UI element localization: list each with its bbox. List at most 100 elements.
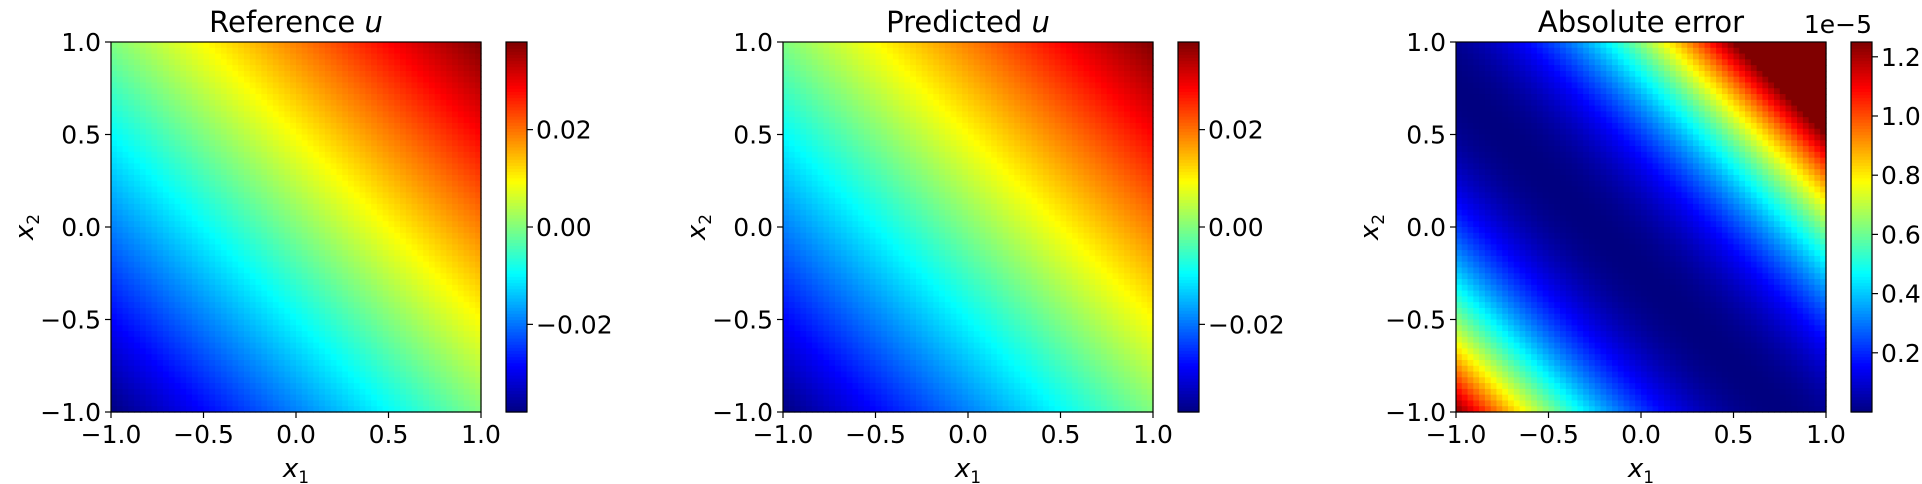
heatmap-cell bbox=[365, 342, 372, 350]
heatmap-cell bbox=[411, 331, 419, 338]
heatmap-cell bbox=[388, 383, 395, 390]
heatmap-cell bbox=[296, 157, 303, 165]
heatmap-cell bbox=[811, 157, 819, 165]
heatmap-cell bbox=[829, 203, 836, 211]
heatmap-cell bbox=[800, 365, 807, 373]
heatmap-cell bbox=[111, 151, 118, 159]
heatmap-cell bbox=[446, 227, 453, 234]
heatmap-cell bbox=[428, 342, 436, 350]
heatmap-cell bbox=[296, 255, 303, 263]
heatmap-cell bbox=[835, 82, 842, 89]
heatmap-cell bbox=[365, 209, 372, 217]
heatmap-cell bbox=[423, 99, 430, 107]
heatmap-cell bbox=[116, 284, 124, 292]
heatmap-cell bbox=[163, 65, 170, 72]
heatmap-cell bbox=[400, 169, 407, 176]
heatmap-cell bbox=[811, 255, 819, 263]
heatmap-cell bbox=[278, 388, 286, 396]
heatmap-cell bbox=[365, 186, 372, 193]
heatmap-cell bbox=[400, 209, 407, 217]
heatmap-cell bbox=[806, 238, 813, 245]
heatmap-cell bbox=[122, 302, 129, 309]
colorbar-segment bbox=[506, 220, 527, 225]
heatmap-cell bbox=[336, 307, 343, 315]
heatmap-cell bbox=[111, 406, 118, 413]
heatmap-cell bbox=[191, 238, 199, 245]
heatmap-cell bbox=[336, 53, 343, 60]
heatmap-cell bbox=[243, 284, 251, 292]
heatmap-cell bbox=[353, 331, 361, 338]
heatmap-cell bbox=[163, 174, 170, 182]
heatmap-cell bbox=[400, 198, 407, 205]
heatmap-cell bbox=[823, 186, 830, 193]
heatmap-cell bbox=[226, 331, 234, 338]
heatmap-cell bbox=[151, 146, 158, 153]
heatmap-cell bbox=[238, 319, 245, 326]
colorbar-segment bbox=[506, 69, 527, 74]
heatmap-cell bbox=[203, 383, 210, 390]
heatmap-cell bbox=[411, 82, 419, 89]
heatmap-cell bbox=[469, 319, 476, 326]
heatmap-cell bbox=[163, 42, 170, 49]
heatmap-cell bbox=[324, 76, 332, 84]
heatmap-cell bbox=[238, 284, 245, 292]
heatmap-cell bbox=[440, 53, 447, 60]
heatmap-cell bbox=[174, 227, 181, 234]
heatmap-cell bbox=[475, 354, 482, 361]
heatmap-cell bbox=[336, 128, 343, 136]
heatmap-cell bbox=[157, 42, 164, 49]
heatmap-cell bbox=[423, 47, 430, 55]
heatmap-cell bbox=[301, 383, 309, 390]
heatmap-cell bbox=[417, 261, 424, 269]
heatmap-cell bbox=[428, 122, 436, 130]
heatmap-cell bbox=[783, 388, 790, 396]
heatmap-cell bbox=[463, 307, 471, 315]
heatmap-cell bbox=[180, 105, 187, 112]
heatmap-cell bbox=[243, 290, 251, 297]
heatmap-cell bbox=[301, 157, 309, 165]
heatmap-cell bbox=[783, 94, 790, 101]
heatmap-cell bbox=[423, 174, 430, 182]
heatmap-cell bbox=[307, 319, 314, 326]
heatmap-cell bbox=[191, 319, 199, 326]
heatmap-cell bbox=[226, 267, 234, 274]
heatmap-cell bbox=[336, 250, 343, 257]
heatmap-cell bbox=[417, 406, 424, 413]
heatmap-cell bbox=[249, 267, 257, 274]
heatmap-cell bbox=[806, 273, 813, 280]
heatmap-cell bbox=[163, 192, 170, 199]
heatmap-cell bbox=[394, 244, 401, 251]
heatmap-cell bbox=[134, 307, 141, 315]
heatmap-cell bbox=[215, 284, 222, 292]
heatmap-cell bbox=[232, 76, 239, 84]
heatmap-cell bbox=[829, 76, 836, 84]
heatmap-cell bbox=[191, 198, 199, 205]
heatmap-cell bbox=[376, 105, 384, 112]
heatmap-cell bbox=[405, 117, 413, 124]
heatmap-cell bbox=[783, 105, 790, 112]
heatmap-cell bbox=[371, 255, 378, 263]
heatmap-cell bbox=[434, 99, 442, 107]
colorbar-segment bbox=[506, 254, 527, 259]
heatmap-cell bbox=[232, 261, 239, 269]
heatmap-cell bbox=[806, 267, 813, 274]
heatmap-cell bbox=[290, 406, 297, 413]
heatmap-cell bbox=[423, 203, 430, 211]
heatmap-cell bbox=[469, 255, 476, 263]
heatmap-cell bbox=[151, 383, 158, 390]
heatmap-cell bbox=[145, 365, 153, 373]
heatmap-cell bbox=[191, 325, 199, 332]
heatmap-cell bbox=[342, 250, 349, 257]
heatmap-cell bbox=[794, 105, 801, 112]
heatmap-cell bbox=[452, 151, 459, 159]
heatmap-cell bbox=[365, 307, 372, 315]
heatmap-cell bbox=[469, 232, 476, 240]
heatmap-cell bbox=[122, 354, 129, 361]
heatmap-cell bbox=[307, 354, 314, 361]
heatmap-cell bbox=[788, 359, 796, 367]
heatmap-cell bbox=[382, 232, 390, 240]
heatmap-cell bbox=[272, 215, 280, 222]
heatmap-cell bbox=[452, 273, 459, 280]
heatmap-cell bbox=[800, 134, 807, 141]
